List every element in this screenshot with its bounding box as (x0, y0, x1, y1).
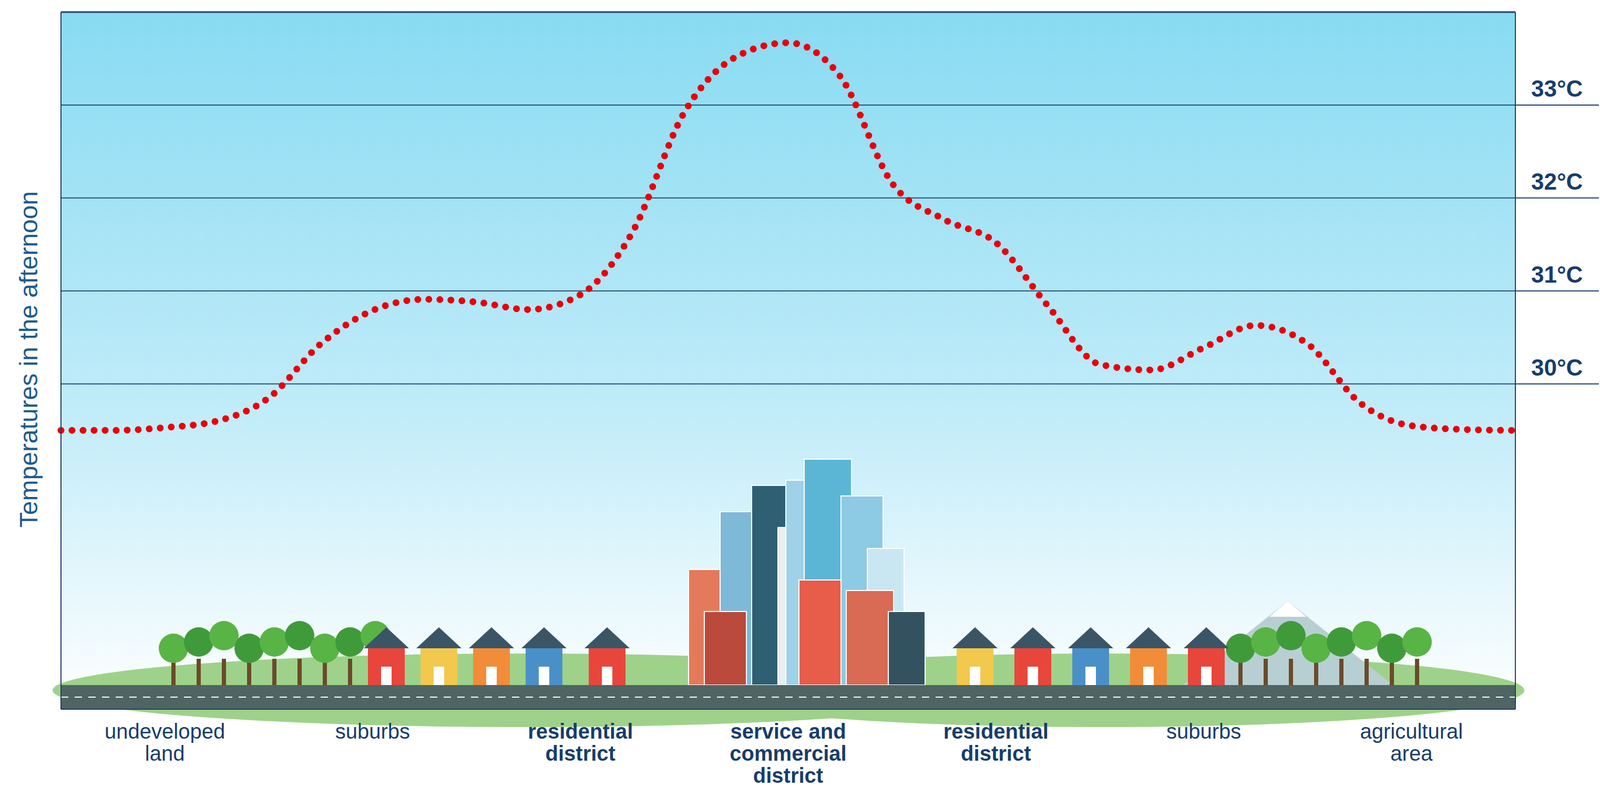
svg-text:district: district (545, 742, 616, 766)
svg-text:31°C: 31°C (1531, 261, 1583, 288)
svg-text:area: area (1390, 742, 1433, 766)
svg-text:residential: residential (527, 720, 633, 744)
svg-text:commercial: commercial (729, 742, 847, 766)
svg-text:agricultural: agricultural (1360, 720, 1464, 744)
svg-text:district: district (960, 742, 1031, 766)
svg-text:land: land (145, 742, 186, 766)
svg-text:undeveloped: undeveloped (104, 720, 225, 744)
svg-text:Temperatures in the afternoon: Temperatures in the afternoon (14, 191, 43, 528)
svg-text:33°C: 33°C (1531, 75, 1583, 102)
svg-text:suburbs: suburbs (1166, 720, 1241, 744)
svg-text:suburbs: suburbs (335, 720, 410, 744)
svg-text:service and: service and (730, 720, 846, 744)
svg-text:30°C: 30°C (1531, 354, 1583, 381)
svg-text:district: district (753, 764, 824, 788)
svg-text:residential: residential (943, 720, 1049, 744)
svg-text:32°C: 32°C (1531, 168, 1583, 195)
